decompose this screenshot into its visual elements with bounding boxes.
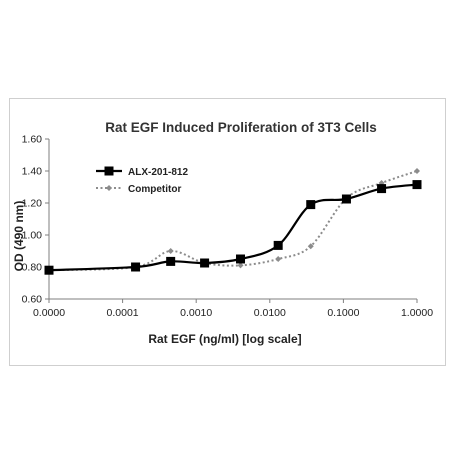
data-point	[307, 243, 314, 250]
y-axis-title: OD (490 nm)	[12, 201, 26, 272]
x-tick-label: 0.0010	[180, 307, 212, 319]
series-line	[48, 183, 418, 272]
x-tick-label: 1.0000	[401, 307, 433, 319]
y-tick-label: 1.20	[22, 198, 43, 210]
data-point	[44, 265, 54, 275]
y-tick-label: 0.60	[22, 294, 43, 306]
data-point	[306, 200, 316, 210]
data-point	[166, 256, 176, 266]
data-point	[237, 262, 244, 269]
x-tick-label: 0.0000	[33, 307, 65, 319]
data-point	[414, 168, 420, 174]
legend: ALX-201-812 Competitor	[96, 166, 188, 195]
x-tick-label: 0.0100	[254, 307, 286, 319]
series-layer	[44, 168, 422, 275]
x-tick-label: 0.1000	[327, 307, 359, 319]
data-point	[131, 262, 141, 272]
series-alx-201-812	[44, 180, 422, 275]
y-tick-label: 1.40	[22, 166, 43, 178]
data-point	[377, 184, 387, 194]
data-point	[200, 258, 210, 268]
chart-frame	[9, 98, 446, 366]
legend-label-competitor: Competitor	[128, 184, 181, 195]
data-point	[167, 248, 174, 254]
y-tick-label: 0.80	[22, 262, 43, 274]
series-line	[48, 170, 418, 272]
y-tick-label: 1.60	[22, 134, 43, 146]
data-point	[412, 180, 422, 190]
series-competitor	[46, 168, 420, 274]
legend-marker-competitor	[106, 185, 112, 191]
x-tick-label: 0.0001	[107, 307, 139, 319]
legend-marker-alx	[104, 166, 114, 176]
data-point	[273, 240, 283, 250]
data-point	[236, 254, 246, 264]
axes: 0.60 0.80 1.00 1.20 1.40 1.60 0.0000 0.0001 0.00…	[22, 134, 434, 320]
data-point	[341, 194, 351, 204]
y-tick-label: 1.00	[22, 230, 43, 242]
x-axis-title: Rat EGF (ng/ml) [log scale]	[148, 332, 301, 346]
legend-label-alx: ALX-201-812	[128, 167, 188, 178]
data-point	[275, 256, 282, 262]
chart-title: Rat EGF Induced Proliferation of 3T3 Cel…	[105, 120, 377, 135]
